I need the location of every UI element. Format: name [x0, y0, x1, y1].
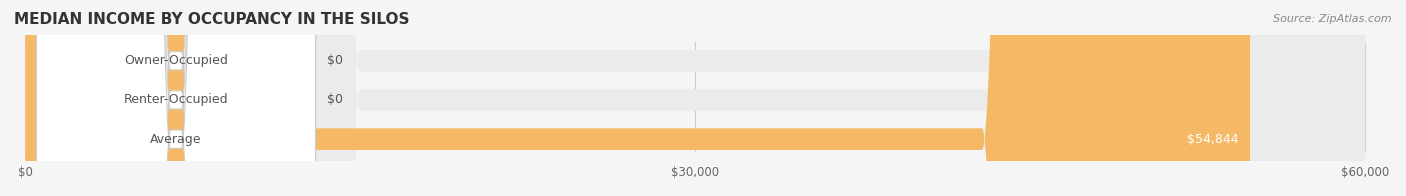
Text: MEDIAN INCOME BY OCCUPANCY IN THE SILOS: MEDIAN INCOME BY OCCUPANCY IN THE SILOS: [14, 12, 409, 27]
FancyBboxPatch shape: [37, 0, 315, 196]
Text: Source: ZipAtlas.com: Source: ZipAtlas.com: [1274, 14, 1392, 24]
Text: Average: Average: [150, 133, 201, 146]
Text: Owner-Occupied: Owner-Occupied: [124, 54, 228, 67]
FancyBboxPatch shape: [37, 0, 315, 196]
FancyBboxPatch shape: [25, 0, 1365, 196]
FancyBboxPatch shape: [37, 0, 315, 196]
Text: $0: $0: [326, 93, 343, 106]
FancyBboxPatch shape: [25, 0, 1250, 196]
FancyBboxPatch shape: [25, 0, 1365, 196]
Text: Renter-Occupied: Renter-Occupied: [124, 93, 228, 106]
Text: $54,844: $54,844: [1187, 133, 1239, 146]
FancyBboxPatch shape: [25, 0, 1365, 196]
Text: $0: $0: [326, 54, 343, 67]
